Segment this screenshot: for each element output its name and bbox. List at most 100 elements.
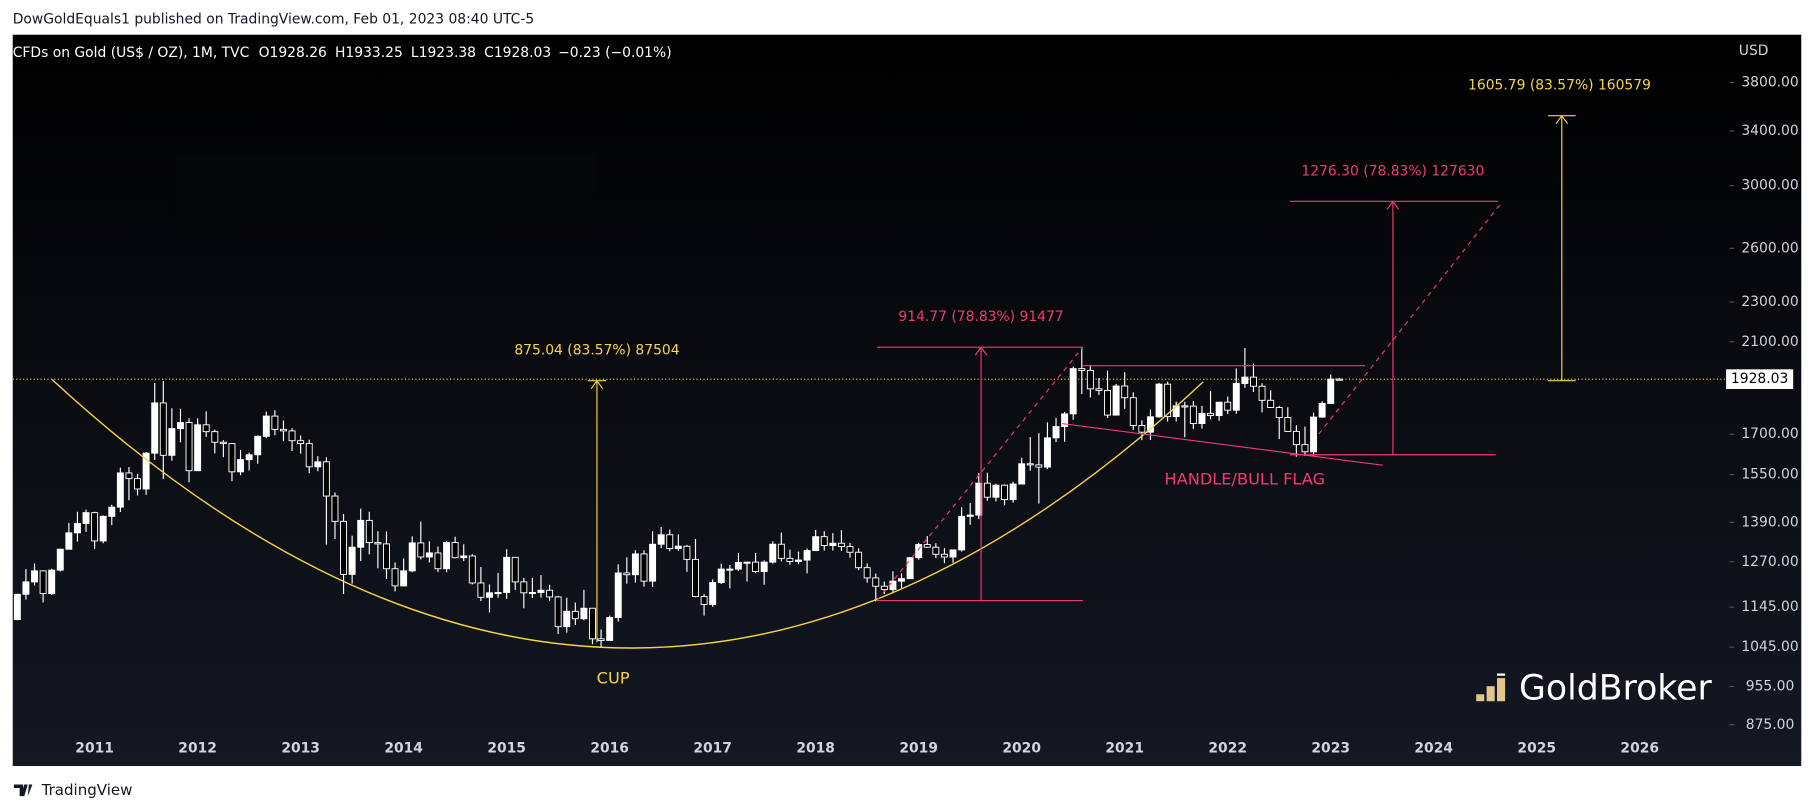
arrow-head <box>1547 114 1576 382</box>
candle-body <box>382 543 390 570</box>
candle-body <box>48 569 56 595</box>
candle-body <box>1232 383 1240 411</box>
x-tick-label: 2014 <box>384 741 423 757</box>
candle-body <box>1215 401 1223 417</box>
candle-body <box>297 440 305 445</box>
candle-body <box>880 585 888 590</box>
candle-body <box>31 570 38 583</box>
candle-body <box>322 461 330 497</box>
candle-body <box>872 577 880 587</box>
candle-body <box>829 542 837 547</box>
candle-body <box>752 561 760 573</box>
candle-body <box>357 519 365 548</box>
candle-body <box>949 549 957 558</box>
candle-body <box>1069 368 1077 415</box>
candle-body <box>1061 413 1069 428</box>
candle-body <box>237 459 245 473</box>
candle-body <box>975 482 983 516</box>
candle-body <box>305 443 313 468</box>
hidden-box <box>175 153 597 226</box>
candle-body <box>279 428 287 432</box>
candle-body <box>674 545 682 550</box>
candle-body <box>176 422 184 430</box>
candle-body <box>1267 399 1275 408</box>
candle-body <box>803 550 811 561</box>
x-tick-label: 2011 <box>75 741 114 757</box>
candle-body <box>717 568 725 584</box>
candle-body <box>1181 405 1189 408</box>
logo-bar <box>1486 686 1495 702</box>
candle-body <box>597 638 605 641</box>
candle-body <box>915 544 923 559</box>
candle-body <box>812 536 820 552</box>
candle-body <box>1138 425 1146 433</box>
candle-body <box>271 415 279 430</box>
candle-body <box>692 558 699 598</box>
candle-body <box>1146 416 1154 433</box>
candle-body <box>1198 412 1206 425</box>
candle-body <box>194 424 202 472</box>
candle-body <box>288 430 296 442</box>
last-price-badge <box>1726 369 1794 389</box>
x-tick-label: 2012 <box>178 741 217 757</box>
x-tick-label: 2019 <box>899 741 938 757</box>
ohlc-label: C <box>484 45 494 61</box>
candle-body <box>1026 463 1034 466</box>
ohlc-value: 1928.03 <box>494 45 551 61</box>
candle-body <box>494 592 502 595</box>
candle-body <box>683 545 691 560</box>
candle-body <box>451 542 459 559</box>
annotation: 875.04 (83.57%) 87504 <box>514 343 679 359</box>
candle-body <box>769 543 777 563</box>
candle-body <box>211 431 219 443</box>
candle-body <box>846 546 854 553</box>
candle-body <box>726 568 734 571</box>
ohlc-label: H <box>335 45 345 61</box>
candle-body <box>91 512 99 542</box>
candle-body <box>314 461 322 468</box>
x-tick-label: 2017 <box>693 741 732 757</box>
candle-body <box>13 593 21 620</box>
x-tick-label: 2018 <box>796 741 835 757</box>
candle-body <box>640 553 648 582</box>
x-tick-label: 2020 <box>1002 741 1041 757</box>
y-tick-label: 1045.00 <box>1741 639 1798 655</box>
symbol-legend: CFDs on Gold (US$ / OZ), 1M, TVC O1928.26… <box>13 45 672 61</box>
candle-body <box>82 512 90 525</box>
candle-body <box>1112 385 1120 416</box>
y-tick-label: 1550.00 <box>1741 467 1798 483</box>
candle-body <box>966 514 974 517</box>
candle-body <box>202 424 210 433</box>
y-tick-label: 1700.00 <box>1741 426 1798 442</box>
candle-body <box>73 523 81 534</box>
candle-body <box>1318 402 1326 418</box>
x-tick-label: 2024 <box>1414 741 1453 757</box>
y-tick-label: 955.00 <box>1746 678 1795 694</box>
candle-body <box>777 543 785 559</box>
trend-line <box>876 346 1084 601</box>
candle-body <box>99 515 107 542</box>
annotation: 914.77 (78.83%) 91477 <box>898 309 1063 325</box>
candle-body <box>666 534 674 550</box>
candle-body <box>580 607 588 620</box>
annotation: 1605.79 (83.57%) 160579 <box>1468 78 1651 94</box>
arrow-head <box>974 346 988 356</box>
candle-body <box>511 556 519 583</box>
candle-body <box>400 570 408 587</box>
publisher-header: DowGoldEquals1 published on TradingView.… <box>13 12 534 28</box>
candle-body <box>331 495 339 522</box>
candle-body <box>855 551 863 569</box>
y-tick-label: 1270.00 <box>1741 554 1798 570</box>
candle-body <box>151 402 159 454</box>
candle-body <box>365 519 373 544</box>
candle-body <box>958 515 966 551</box>
candle-body <box>408 542 416 572</box>
cup-curve <box>51 379 1204 649</box>
symbol: CFDs on Gold (US$ / OZ), 1M, TVC <box>13 45 250 61</box>
candle-body <box>820 536 828 547</box>
candle-body <box>65 532 73 550</box>
candle-body <box>1001 484 1008 501</box>
x-tick-label: 2015 <box>487 741 526 757</box>
candle-body <box>142 452 150 490</box>
